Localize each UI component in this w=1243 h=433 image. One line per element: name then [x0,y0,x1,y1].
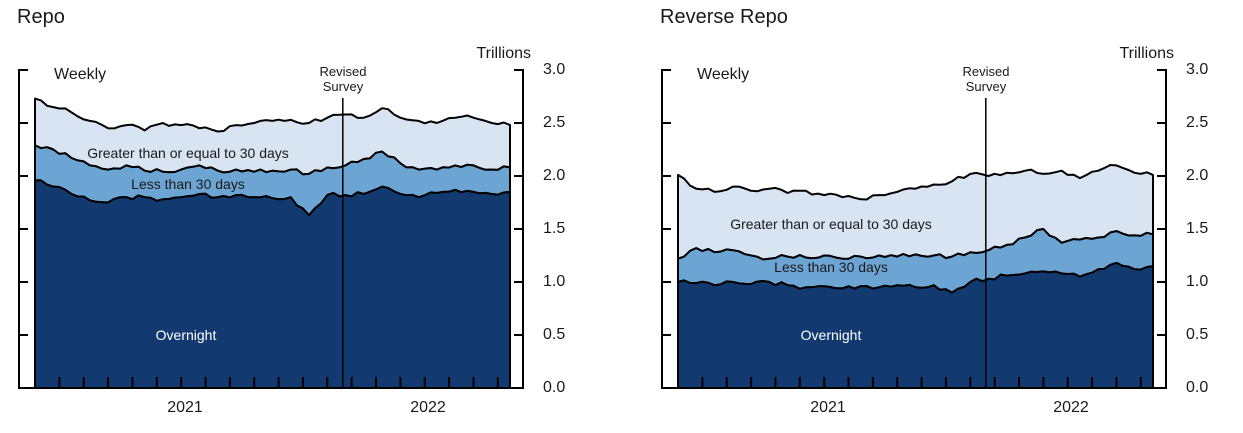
annotation-line-2: Survey [965,79,1007,94]
revised-survey-annotation: Revised Survey [926,64,1046,94]
axis-frame [661,69,1167,389]
repo-plot-area [18,69,524,389]
y-axis-label: 2.0 [1186,167,1209,184]
x-axis-year-2021: 2021 [810,399,846,416]
x-axis-year-2021: 2021 [167,399,203,416]
area-overnight [677,261,1154,389]
y-axis-label: 1.0 [543,273,566,290]
area-ge-30-days [34,97,511,176]
area-overnight [34,179,511,389]
annotation-line-1: Revised [962,64,1010,79]
y-axis-label: 1.0 [1186,273,1209,290]
reverse-repo-plot-area [661,69,1167,389]
band-label-less-30-days: Less than 30 days [774,259,888,275]
annotation-line-2: Survey [322,79,364,94]
chart-title-reverse-repo: Reverse Repo [660,6,788,28]
x-axis-minor-ticks [677,377,1142,388]
y-axis-label: 0.0 [543,379,566,396]
x-axis-minor-ticks [34,377,499,388]
annotation-line-1: Revised [319,64,367,79]
chart-title-repo: Repo [17,6,65,28]
y-axis-label: 3.0 [543,61,566,78]
y-axis-label: 0.5 [1186,326,1209,343]
x-axis-year-2022: 2022 [1053,399,1089,416]
reverse-repo-chart-panel: Reverse Repo Weekly Trillions Revised Su… [643,0,1243,433]
y-axis-label: 0.0 [1186,379,1209,396]
units-label: Trillions [476,45,531,62]
y-axis-label: 3.0 [1186,61,1209,78]
y-axis-label: 2.5 [543,114,566,131]
axis-frame [18,69,524,389]
y-axis-label: 1.5 [543,220,566,237]
band-label-ge-30-days: Greater than or equal to 30 days [730,216,932,232]
band-label-overnight: Overnight [155,327,217,343]
x-axis-year-2022: 2022 [410,399,446,416]
y-axis-label: 2.5 [1186,114,1209,131]
frequency-label: Weekly [697,66,750,83]
units-label: Trillions [1119,45,1174,62]
y-axis-label: 0.5 [543,326,566,343]
revised-survey-annotation: Revised Survey [283,64,403,94]
y-axis-label: 2.0 [543,167,566,184]
y-axis-label: 1.5 [1186,220,1209,237]
band-label-ge-30-days: Greater than or equal to 30 days [87,145,289,161]
band-label-overnight: Overnight [800,327,862,343]
repo-chart-panel: Repo Weekly Trillions Revised Survey Gre… [0,0,600,433]
frequency-label: Weekly [54,66,107,83]
band-label-less-30-days: Less than 30 days [131,176,245,192]
